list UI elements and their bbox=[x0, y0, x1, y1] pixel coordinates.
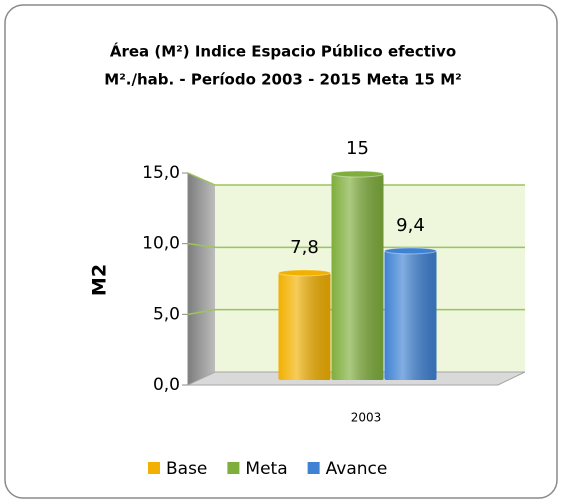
side-wall bbox=[188, 173, 215, 385]
y-tick-label: 15,0 bbox=[142, 163, 180, 183]
x-tick-label: 2003 bbox=[351, 411, 382, 425]
grid-line bbox=[187, 242, 525, 249]
data-label: 7,8 bbox=[290, 237, 319, 258]
y-axis-title: M2 bbox=[89, 264, 111, 296]
legend-swatch bbox=[148, 462, 160, 474]
y-tick-label: 0,0 bbox=[153, 375, 180, 395]
y-tick-label: 10,0 bbox=[142, 234, 180, 254]
legend-label: Meta bbox=[245, 459, 287, 479]
bar-top bbox=[384, 247, 437, 255]
chart-title: M².​/hab. - Período 2003 - 2015 Meta 15 … bbox=[104, 71, 461, 89]
bar-shine bbox=[384, 250, 437, 380]
bar-top bbox=[278, 269, 331, 277]
grid-line bbox=[187, 172, 525, 186]
data-label: 9,4 bbox=[396, 215, 425, 236]
legend-label: Base bbox=[166, 459, 207, 479]
bar-top bbox=[331, 170, 384, 178]
bar-shine bbox=[278, 272, 331, 380]
legend-swatch bbox=[227, 462, 240, 474]
data-label: 15 bbox=[346, 138, 369, 159]
legend-swatch bbox=[307, 462, 320, 474]
y-tick-label: 5,0 bbox=[153, 304, 180, 324]
legend-label: Avance bbox=[326, 459, 388, 479]
chart-title: Área (M²) Indice Espacio Público efectiv… bbox=[110, 42, 456, 61]
bar-shine bbox=[331, 174, 384, 380]
